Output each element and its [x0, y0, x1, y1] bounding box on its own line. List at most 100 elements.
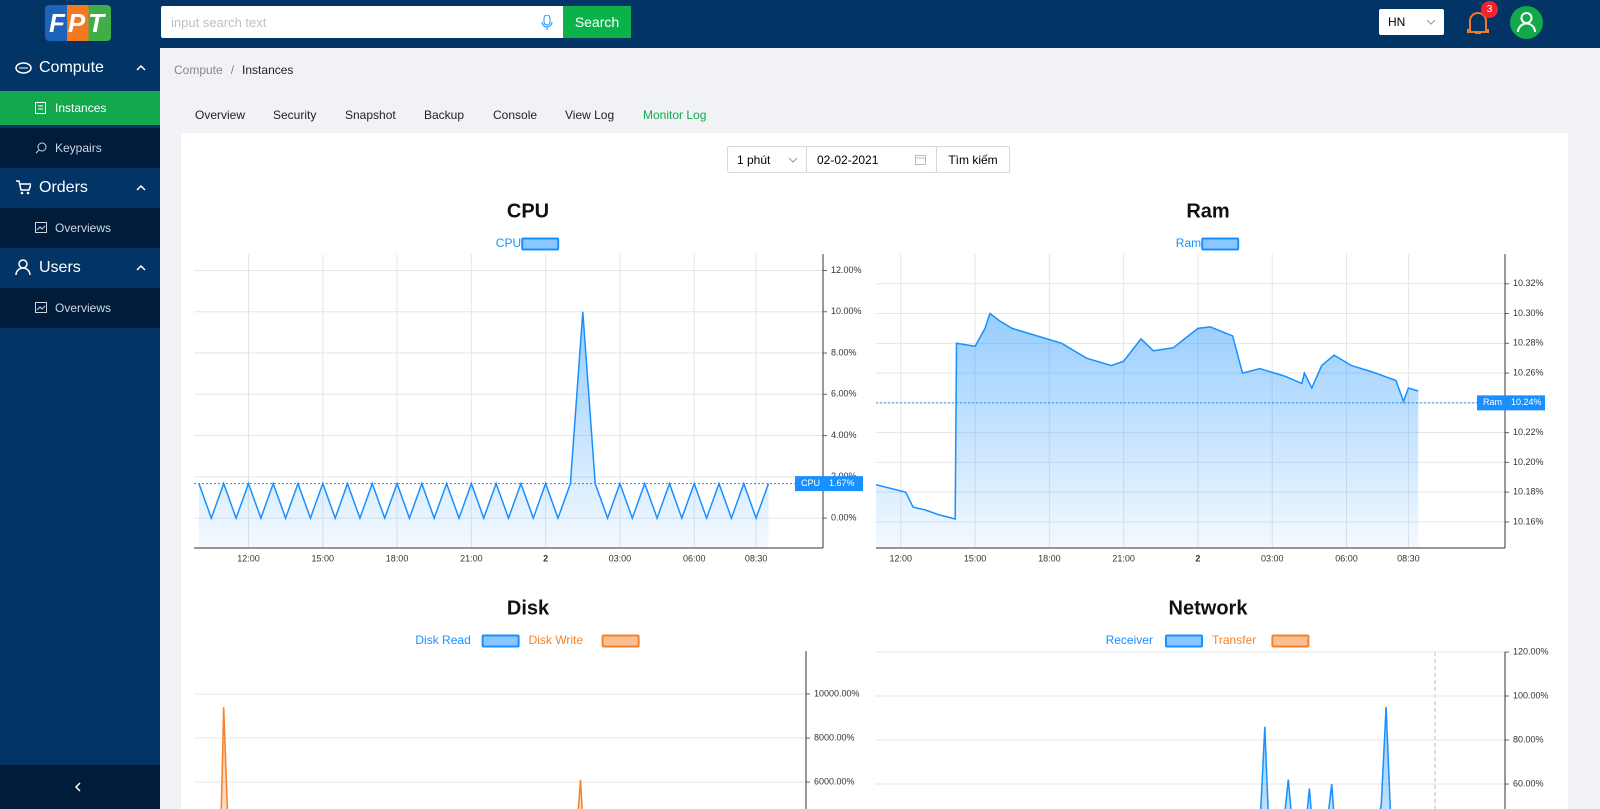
x-tick-label: 08:30 — [1397, 553, 1420, 563]
mic-icon[interactable] — [541, 15, 553, 30]
interval-value: 1 phút — [737, 153, 771, 167]
menu-label: Compute — [39, 59, 104, 76]
x-tick-label: 21:00 — [1112, 553, 1135, 563]
current-badge — [1477, 395, 1545, 411]
tab[interactable]: Backup — [424, 108, 465, 122]
current-name: CPU — [801, 478, 820, 488]
tab[interactable]: Security — [273, 108, 317, 122]
legend-swatch — [601, 634, 640, 648]
x-tick-label: 18:00 — [386, 553, 409, 563]
x-tick-label: 12:00 — [237, 553, 260, 563]
current-badge — [795, 476, 863, 492]
search-button[interactable]: Search — [563, 6, 631, 38]
menu-item[interactable]: Instances — [0, 91, 160, 125]
menu-item[interactable]: Keypairs — [0, 128, 160, 168]
x-tick-label: 12:00 — [889, 553, 912, 563]
y-tick-label: 10.30% — [1513, 308, 1544, 318]
legend-swatch — [1165, 634, 1203, 648]
area — [876, 313, 1419, 548]
menu-group[interactable]: Users — [0, 248, 160, 288]
y-tick-label: 100.00% — [1513, 690, 1549, 700]
y-tick-label: 10.00% — [831, 306, 862, 316]
x-tick-label: 18:00 — [1038, 553, 1061, 563]
legend-label: CPU — [496, 236, 521, 250]
legend-swatch — [521, 237, 560, 251]
x-tick-label: 15:00 — [964, 553, 987, 563]
legend-swatch — [1271, 634, 1310, 648]
y-tick-label: 6000.00% — [814, 776, 855, 786]
avatar[interactable] — [1510, 6, 1543, 39]
date-picker[interactable]: 02-02-2021 — [806, 146, 937, 173]
region-select[interactable]: HN — [1379, 9, 1444, 35]
chart-title: CPU — [507, 200, 549, 222]
legend-swatch — [481, 634, 520, 648]
line — [876, 312, 1419, 520]
legend-label: Transfer — [1212, 633, 1256, 647]
area — [221, 707, 583, 809]
legend-label: Receiver — [1106, 633, 1153, 647]
chevron — [1426, 19, 1436, 25]
chart-title: Ram — [1186, 200, 1229, 222]
menu-label: Overviews — [55, 301, 112, 315]
top-bar: FPT input search text Search HN 3 — [0, 0, 1600, 48]
y-tick-label: 120.00% — [1513, 646, 1549, 656]
menu-item[interactable]: Overviews — [0, 288, 160, 328]
y-tick-label: 0.00% — [831, 512, 857, 522]
breadcrumb-link[interactable]: Compute — [174, 63, 223, 77]
tab[interactable]: Console — [493, 108, 538, 122]
date-value: 02-02-2021 — [817, 153, 879, 167]
y-tick-label: 10.18% — [1513, 487, 1544, 497]
menu-group[interactable]: Compute — [0, 48, 160, 88]
y-tick-label: 10.26% — [1513, 367, 1544, 377]
grid — [876, 651, 1505, 785]
collapse-button[interactable] — [0, 765, 160, 809]
y-tick-label: 10.22% — [1513, 427, 1544, 437]
x-tick-label: 03:00 — [1261, 553, 1284, 563]
menu-label: Orders — [39, 179, 88, 196]
menu-group[interactable]: Orders — [0, 168, 160, 208]
y-tick-label: 10.16% — [1513, 516, 1544, 526]
x-tick-label: 2 — [1195, 553, 1200, 563]
y-tick-label: 10.20% — [1513, 457, 1544, 467]
y-tick-label: 10000.00% — [814, 688, 860, 698]
tab[interactable]: Overview — [195, 108, 246, 122]
search-input[interactable]: input search text — [161, 6, 563, 38]
search-filter-button[interactable]: Tìm kiếm — [936, 146, 1010, 173]
current-value: 1.67% — [829, 478, 855, 488]
tab[interactable]: Snapshot — [345, 108, 396, 122]
current-value: 10.24% — [1511, 397, 1542, 407]
y-tick-label: 12.00% — [831, 265, 862, 275]
y-tick-label: 6.00% — [831, 389, 857, 399]
line — [220, 707, 583, 809]
tab[interactable]: View Log — [565, 108, 615, 122]
legend-label: Disk Write — [529, 633, 584, 647]
menu-item[interactable]: Overviews — [0, 208, 160, 248]
tab-active[interactable]: Monitor Log — [643, 108, 707, 122]
area — [1260, 707, 1391, 809]
breadcrumb: Compute / Instances — [174, 63, 294, 77]
x-tick-label: 03:00 — [609, 553, 632, 563]
y-tick-label: 4.00% — [831, 430, 857, 440]
menu-label: Instances — [55, 101, 107, 115]
breadcrumb-current: Instances — [242, 63, 294, 77]
y-tick-label: 60.00% — [1513, 778, 1544, 788]
legend-label: Disk Read — [415, 633, 470, 647]
plot — [220, 707, 583, 809]
notification-badge: 3 — [1481, 1, 1498, 18]
area — [198, 311, 769, 548]
interval-select[interactable]: 1 phút — [727, 146, 807, 173]
grid — [194, 693, 806, 783]
x-tick-label: 21:00 — [460, 553, 483, 563]
logo[interactable]: FPT — [45, 5, 111, 41]
x-tick-label: 08:30 — [745, 553, 768, 563]
x-tick-label: 15:00 — [312, 553, 335, 563]
menu-label: Users — [39, 259, 81, 276]
grid — [194, 254, 823, 548]
chart-title: Network — [1169, 597, 1249, 619]
search-placeholder: input search text — [171, 15, 267, 30]
legend-swatch — [1201, 237, 1240, 251]
line — [1259, 706, 1392, 809]
x-tick-label: 2 — [543, 553, 548, 563]
y-tick-label: 10.28% — [1513, 338, 1544, 348]
